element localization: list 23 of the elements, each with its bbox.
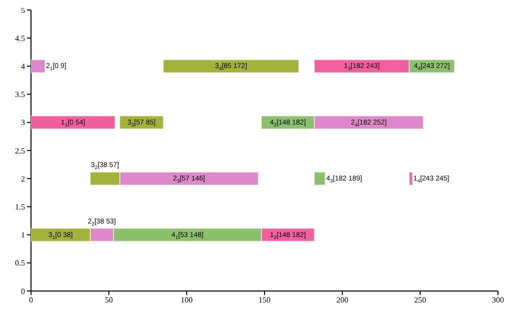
x-tick-label: 0 <box>29 296 33 305</box>
y-tick-label: 3.5 <box>15 90 25 100</box>
bar <box>408 172 413 186</box>
x-tick-label: 200 <box>336 296 348 305</box>
y-tick-label: 0 <box>21 286 25 296</box>
y-tick-label: 5 <box>21 6 25 15</box>
bar <box>31 115 116 130</box>
x-tick-label: 150 <box>258 296 270 305</box>
y-tick-label: 1 <box>21 230 25 240</box>
x-tick-label: 300 <box>492 296 504 305</box>
y-tick-label: 4 <box>21 62 25 72</box>
x-tick-label: 100 <box>180 296 193 305</box>
x-tick-label: 50 <box>104 296 113 305</box>
bar <box>314 172 326 186</box>
y-tick-label: 3 <box>21 118 25 128</box>
bar <box>31 59 46 74</box>
x-tick-label: 250 <box>414 296 426 305</box>
y-tick-label: 0.5 <box>15 258 25 268</box>
y-tick-label: 2.5 <box>15 146 25 156</box>
bar <box>162 59 300 74</box>
y-tick-label: 4.5 <box>15 34 25 43</box>
y-tick-label: 1.5 <box>15 202 25 212</box>
y-tick-label: 2 <box>21 174 25 184</box>
